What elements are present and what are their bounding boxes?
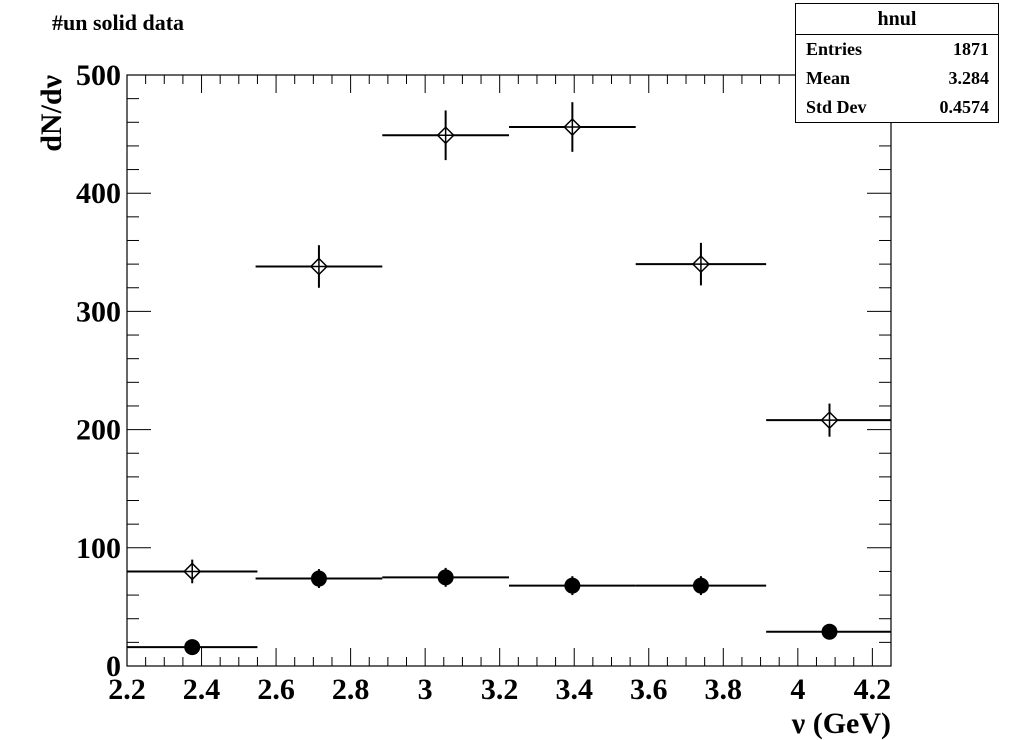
x-tick-label: 3.4 xyxy=(555,673,593,706)
data-point-filled-circle xyxy=(310,570,327,587)
x-tick-label: 4.2 xyxy=(854,673,892,706)
stats-entries-value: 1871 xyxy=(953,39,989,59)
y-tick-label: 0 xyxy=(106,650,121,683)
y-axis-title: dN/dν xyxy=(35,74,68,151)
y-tick-label: 500 xyxy=(76,59,121,92)
stats-row-entries: Entries 1871 xyxy=(796,35,998,64)
data-point-filled-circle xyxy=(692,577,709,594)
x-tick-label: 3.6 xyxy=(630,673,668,706)
stats-row-stddev: Std Dev 0.4574 xyxy=(796,93,998,122)
data-point-filled-circle xyxy=(184,639,201,656)
y-tick-label: 100 xyxy=(76,532,121,565)
stats-entries-label: Entries xyxy=(806,39,862,59)
y-tick-label: 400 xyxy=(76,177,121,210)
x-axis-title: ν (GeV) xyxy=(791,707,891,740)
stats-stddev-value: 0.4574 xyxy=(939,97,990,117)
data-point-filled-circle xyxy=(437,569,454,586)
x-tick-label: 2.4 xyxy=(183,673,221,706)
y-tick-label: 300 xyxy=(76,295,121,328)
stats-histogram-name: hnul xyxy=(796,4,998,35)
x-tick-label: 3.2 xyxy=(481,673,519,706)
x-tick-label: 2.6 xyxy=(257,673,295,706)
data-point-filled-circle xyxy=(821,623,838,640)
x-tick-label: 3.8 xyxy=(705,673,743,706)
y-tick-label: 200 xyxy=(76,414,121,447)
x-tick-label: 4 xyxy=(790,673,805,706)
stats-stddev-label: Std Dev xyxy=(806,97,867,117)
data-point-filled-circle xyxy=(564,577,581,594)
stats-row-mean: Mean 3.284 xyxy=(796,64,998,93)
x-tick-label: 2.8 xyxy=(332,673,370,706)
x-tick-label: 3 xyxy=(418,673,433,706)
stats-mean-value: 3.284 xyxy=(948,68,990,88)
stats-mean-label: Mean xyxy=(806,68,850,88)
x-tick-label: 2.2 xyxy=(108,673,146,706)
plot-frame xyxy=(126,74,892,667)
stats-box: hnul Entries 1871 Mean 3.284 Std Dev 0.4… xyxy=(795,3,999,123)
chart-title: #un solid data xyxy=(52,10,185,35)
